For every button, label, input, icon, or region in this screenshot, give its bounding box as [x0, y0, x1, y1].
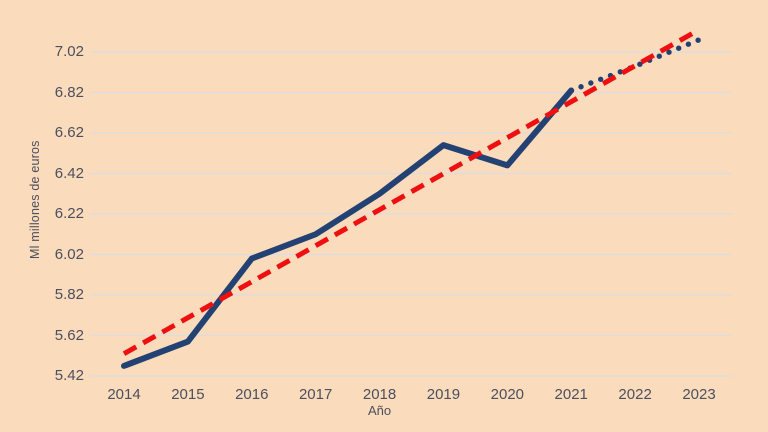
x-tick-label: 2021: [554, 386, 588, 403]
x-axis-title: Año: [367, 403, 392, 418]
y-tick-label: 6.62: [54, 124, 84, 141]
y-tick-label: 5.42: [54, 367, 84, 384]
x-tick-label: 2019: [426, 386, 461, 403]
y-tick-label: 6.02: [54, 245, 84, 263]
x-tick-label: 2015: [171, 386, 205, 403]
x-tick-label: 2022: [618, 386, 652, 403]
x-tick-label: 2017: [298, 386, 333, 403]
y-tick-label: 5.82: [54, 286, 84, 303]
x-tick-label: 2014: [107, 386, 141, 403]
y-tick-label: 5.62: [54, 326, 84, 344]
x-tick-label: 2016: [235, 386, 269, 403]
y-tick-label: 6.82: [54, 83, 84, 101]
series-linea-tendencia: [122, 27, 701, 356]
x-tick-label: 2018: [362, 386, 397, 403]
x-tick-label: 2023: [682, 386, 716, 403]
y-tick-label: 6.22: [54, 205, 84, 222]
y-tick-label: 7.02: [54, 43, 84, 60]
y-tick-label: 6.42: [54, 164, 84, 182]
series-valores-reales: [121, 87, 575, 369]
x-tick-label: 2020: [490, 386, 525, 403]
series-proyeccion-punteada: [568, 37, 702, 94]
